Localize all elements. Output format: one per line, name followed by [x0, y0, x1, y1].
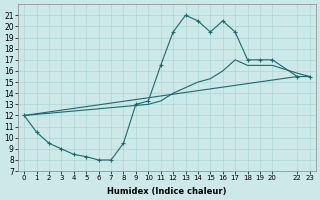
X-axis label: Humidex (Indice chaleur): Humidex (Indice chaleur)	[107, 187, 227, 196]
